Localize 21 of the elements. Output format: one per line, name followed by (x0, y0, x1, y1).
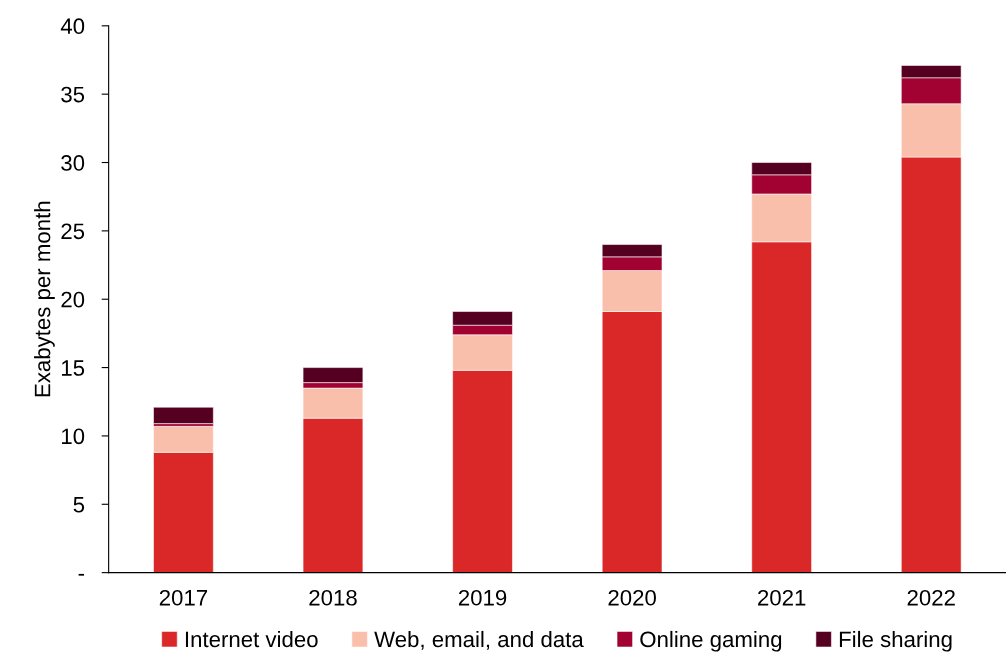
y-tick-label: 30 (61, 155, 85, 171)
y-tick-label: - (78, 573, 85, 576)
x-tick-label: 2020 (608, 589, 656, 606)
x-tick-label: 2018 (309, 589, 357, 606)
x-tick-label: 2022 (907, 589, 955, 606)
y-tick-label: 25 (61, 223, 85, 240)
y-axis-title: Exabytes per month (34, 201, 55, 397)
y-tick-label: 10 (62, 428, 85, 445)
x-tick-label: 2019 (458, 589, 507, 606)
bar (153, 406, 214, 424)
y-tick-label: 20 (61, 291, 85, 308)
y-tick-label: 5 (73, 497, 85, 513)
x-tick-label: 2017 (159, 589, 208, 606)
legend-label: Web, email, and data (374, 630, 584, 650)
y-tick-label: 40 (60, 18, 85, 35)
legend-label: Online gaming (640, 630, 782, 652)
legend-label: File sharing (839, 630, 952, 652)
legend-label: Internet video (185, 630, 318, 648)
x-tick-label: 2021 (758, 589, 806, 606)
y-tick-label: 15 (62, 360, 85, 376)
y-tick-label: 35 (61, 86, 85, 103)
